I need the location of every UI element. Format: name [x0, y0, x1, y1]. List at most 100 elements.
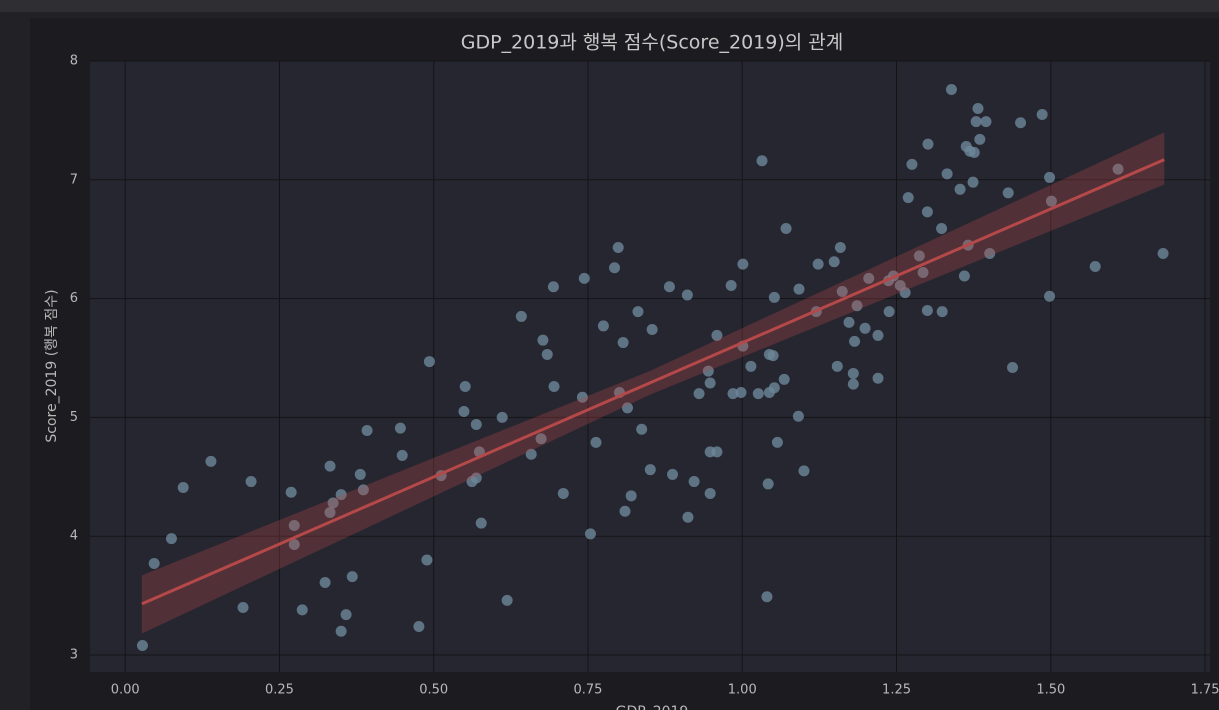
point — [954, 183, 966, 195]
point — [921, 206, 933, 218]
point — [354, 468, 366, 480]
point — [851, 300, 863, 312]
x-tick-label: 0.00 — [111, 683, 140, 698]
point — [762, 478, 774, 490]
point — [394, 422, 406, 434]
point — [711, 329, 723, 341]
point — [285, 486, 297, 498]
point — [704, 487, 716, 499]
y-axis-label: Score_2019 (행복 점수) — [44, 289, 60, 442]
point — [778, 373, 790, 385]
point — [245, 476, 257, 488]
point — [335, 489, 347, 501]
y-tick-label: 5 — [70, 410, 78, 425]
point — [396, 449, 408, 461]
point — [899, 287, 911, 299]
point — [921, 304, 933, 316]
y-tick-label: 7 — [70, 172, 78, 187]
point — [535, 433, 547, 445]
point — [421, 554, 433, 566]
point — [756, 155, 768, 167]
point — [767, 350, 779, 362]
point — [906, 158, 918, 170]
point — [177, 482, 189, 494]
point — [541, 348, 553, 360]
point — [667, 468, 679, 480]
point — [646, 323, 658, 335]
x-tick-label: 0.25 — [265, 683, 294, 698]
point — [967, 176, 979, 188]
point — [165, 533, 177, 545]
point — [1157, 247, 1169, 259]
point — [547, 281, 559, 293]
point — [704, 377, 716, 389]
point — [617, 337, 629, 349]
point — [148, 558, 160, 570]
point — [847, 378, 859, 390]
point — [557, 487, 569, 499]
point — [584, 528, 596, 540]
point — [413, 620, 425, 632]
point — [847, 367, 859, 379]
chart-title: GDP_2019과 행복 점수(Score_2019)의 관계 — [461, 32, 844, 54]
point — [612, 242, 624, 254]
point — [917, 266, 929, 278]
point — [737, 258, 749, 270]
point — [1112, 163, 1124, 175]
point — [1045, 195, 1057, 207]
point — [625, 490, 637, 502]
point — [296, 604, 308, 616]
point — [849, 335, 861, 347]
x-tick-label: 1.50 — [1036, 683, 1065, 698]
point — [859, 322, 871, 334]
point — [470, 419, 482, 431]
point — [1044, 171, 1056, 183]
point — [970, 116, 982, 128]
point — [902, 192, 914, 204]
point — [548, 381, 560, 393]
point — [327, 497, 339, 509]
point — [597, 320, 609, 332]
point — [834, 242, 846, 254]
point — [958, 270, 970, 282]
x-tick-label: 1.00 — [728, 683, 757, 698]
point — [632, 306, 644, 318]
x-tick-label: 0.50 — [419, 683, 448, 698]
point — [984, 247, 996, 259]
point — [324, 460, 336, 472]
point — [941, 168, 953, 180]
point — [423, 356, 435, 368]
point — [501, 594, 513, 606]
point — [745, 360, 757, 372]
point — [711, 446, 723, 458]
point — [361, 424, 373, 436]
point — [972, 103, 984, 115]
x-tick-label: 0.75 — [574, 683, 603, 698]
point — [288, 520, 300, 532]
point — [644, 464, 656, 476]
point — [883, 306, 895, 318]
point — [968, 146, 980, 158]
point — [735, 386, 747, 398]
point — [537, 334, 549, 346]
point — [357, 484, 369, 496]
point — [324, 506, 336, 518]
point — [793, 283, 805, 295]
x-axis-label: GDP_2019 — [616, 704, 689, 710]
point — [1036, 108, 1048, 120]
point — [609, 262, 621, 274]
y-tick-label: 8 — [70, 54, 78, 69]
point — [725, 280, 737, 292]
point — [798, 465, 810, 477]
point — [525, 448, 537, 460]
point — [913, 250, 925, 262]
point — [205, 455, 217, 467]
point — [1044, 290, 1056, 302]
point — [681, 289, 693, 301]
point — [980, 116, 992, 128]
point — [335, 625, 347, 637]
point — [831, 360, 843, 372]
point — [1089, 261, 1101, 273]
